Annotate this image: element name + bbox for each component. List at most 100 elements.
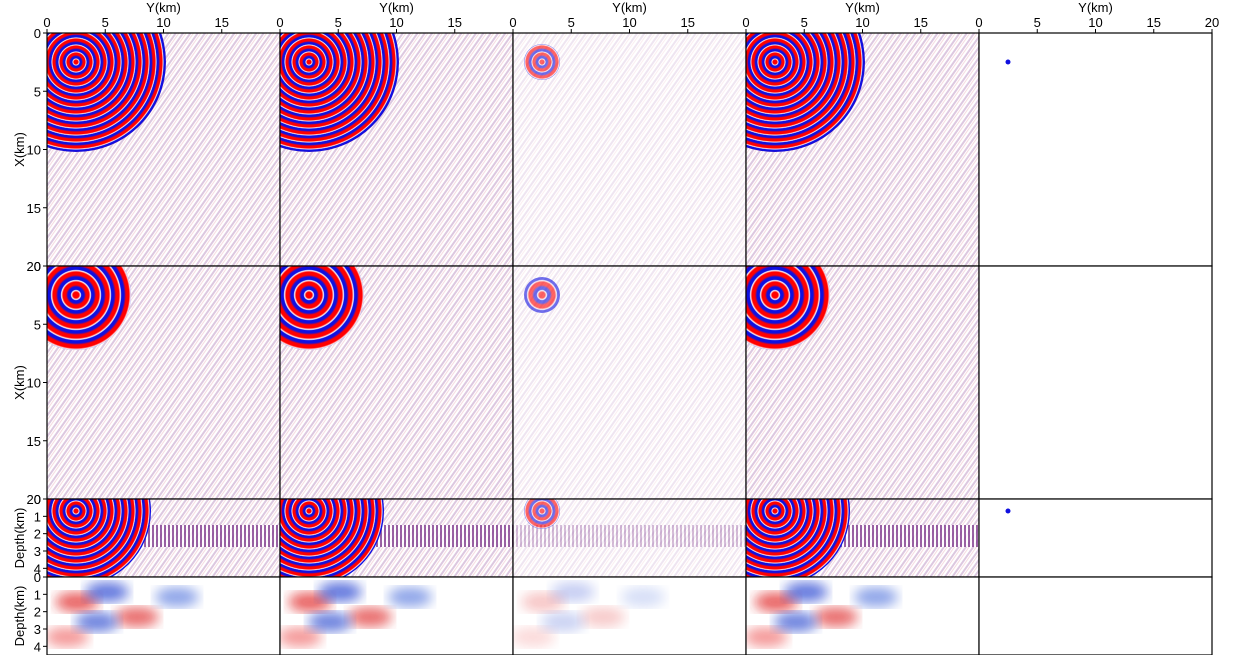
x-tick-label: 15	[914, 15, 928, 30]
panel	[513, 266, 746, 499]
blob	[746, 627, 788, 647]
blob	[280, 627, 322, 647]
source-point	[1005, 508, 1011, 514]
x-axis-label: Y(km)	[146, 0, 181, 15]
y-tick-label: 15	[27, 434, 41, 449]
panel	[979, 266, 1212, 499]
x-tick-label: 15	[681, 15, 695, 30]
wavefront	[47, 33, 166, 152]
wavefront	[280, 499, 384, 577]
panel	[746, 266, 979, 499]
panel-bg	[979, 499, 1212, 577]
y-tick-label: 1	[34, 509, 41, 524]
panel	[280, 266, 513, 499]
x-tick-label: 20	[1205, 15, 1219, 30]
panel	[746, 33, 979, 266]
y-tick-label: 4	[34, 639, 41, 654]
wavefront	[524, 277, 560, 313]
panel	[280, 577, 513, 655]
wavefront	[524, 499, 560, 529]
y-axis-label: X(km)	[12, 132, 27, 167]
x-tick-label: 15	[448, 15, 462, 30]
y-tick-label: 0	[34, 26, 41, 41]
wavefront	[47, 266, 131, 350]
x-tick-label: 0	[43, 15, 50, 30]
panel	[746, 577, 979, 655]
y-axis-label: Depth(km)	[12, 508, 27, 569]
y-tick-label: 10	[27, 376, 41, 391]
x-tick-label: 0	[509, 15, 516, 30]
wavefront	[746, 33, 865, 152]
y-tick-label: 20	[27, 259, 41, 274]
y-axis-label: Depth(km)	[12, 586, 27, 647]
blob	[85, 582, 129, 602]
blob	[155, 587, 199, 607]
x-tick-label: 10	[622, 15, 636, 30]
panel	[47, 266, 280, 499]
x-tick-label: 10	[855, 15, 869, 30]
x-tick-label: 5	[568, 15, 575, 30]
x-axis-label: Y(km)	[379, 0, 414, 15]
blob	[115, 607, 159, 627]
x-tick-label: 5	[801, 15, 808, 30]
y-tick-label: 3	[34, 622, 41, 637]
blob	[814, 607, 858, 627]
panel	[979, 577, 1212, 655]
x-tick-label: 0	[276, 15, 283, 30]
wavefront	[280, 33, 399, 152]
x-tick-label: 10	[389, 15, 403, 30]
blob	[854, 587, 898, 607]
blob	[47, 627, 89, 647]
y-tick-label: 5	[34, 84, 41, 99]
blob	[621, 587, 665, 607]
x-axis-label: Y(km)	[1078, 0, 1113, 15]
panel	[979, 499, 1212, 577]
x-axis-label: Y(km)	[845, 0, 880, 15]
x-tick-label: 5	[1034, 15, 1041, 30]
panel	[746, 499, 979, 577]
wavefront	[746, 266, 830, 350]
blob	[388, 587, 432, 607]
y-tick-label: 5	[34, 317, 41, 332]
y-tick-label: 15	[27, 201, 41, 216]
y-tick-label: 1	[34, 587, 41, 602]
source-point	[1005, 59, 1011, 65]
blob	[774, 612, 818, 632]
x-tick-label: 5	[102, 15, 109, 30]
panel	[280, 33, 513, 266]
panel	[513, 577, 746, 655]
blob	[551, 582, 595, 602]
blob	[513, 627, 555, 647]
blob	[581, 607, 625, 627]
panel-bg	[979, 266, 1212, 499]
y-tick-label: 20	[27, 492, 41, 507]
y-tick-label: 10	[27, 143, 41, 158]
wavefront	[280, 266, 364, 350]
wavefront	[746, 499, 850, 577]
blob	[75, 612, 119, 632]
y-tick-label: 0	[34, 570, 41, 585]
panel-bg	[979, 577, 1212, 655]
x-axis-label: Y(km)	[612, 0, 647, 15]
blob	[541, 612, 585, 632]
layer-band	[513, 525, 746, 547]
panel	[280, 499, 513, 577]
wavefront	[47, 499, 151, 577]
blob	[784, 582, 828, 602]
panel	[513, 33, 746, 266]
wavefront	[524, 44, 560, 80]
blob	[308, 612, 352, 632]
x-tick-label: 15	[1147, 15, 1161, 30]
panel-bg	[979, 33, 1212, 266]
y-tick-label: 0	[34, 492, 41, 507]
x-tick-label: 10	[1088, 15, 1102, 30]
panel	[47, 33, 280, 266]
y-tick-label: 4	[34, 561, 41, 576]
y-axis-label: X(km)	[12, 365, 27, 400]
x-tick-label: 0	[742, 15, 749, 30]
x-tick-label: 5	[335, 15, 342, 30]
x-tick-label: 10	[156, 15, 170, 30]
y-tick-label: 2	[34, 605, 41, 620]
y-tick-label: 0	[34, 259, 41, 274]
